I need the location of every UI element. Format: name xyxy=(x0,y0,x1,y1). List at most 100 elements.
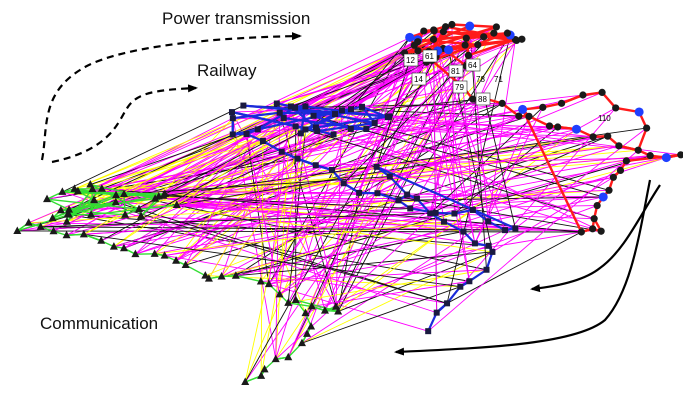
interlayer-link xyxy=(297,91,603,160)
power-node xyxy=(414,47,422,55)
communication-node xyxy=(56,205,65,214)
communication-node xyxy=(150,249,159,257)
communication-node xyxy=(121,210,130,218)
railway-node xyxy=(348,106,355,113)
interlayer-link xyxy=(290,106,339,312)
railway-edge xyxy=(313,114,352,130)
node-tag-81: 81 xyxy=(448,64,464,78)
communication-node xyxy=(271,354,280,363)
railway-node xyxy=(373,163,380,170)
railway-edge xyxy=(377,192,399,202)
power-node xyxy=(634,107,644,117)
communication-node xyxy=(301,308,310,317)
interlayer-link xyxy=(260,269,487,282)
power-node xyxy=(461,41,469,49)
interlayer-link xyxy=(268,183,345,285)
power-node xyxy=(474,41,482,49)
interlayer-link xyxy=(279,200,399,295)
railway-node xyxy=(292,104,299,111)
communication-node xyxy=(217,272,226,280)
interlayer-link xyxy=(331,115,530,171)
power-node xyxy=(515,112,523,120)
railway-node xyxy=(451,210,458,217)
railway-node xyxy=(441,218,448,225)
communication-node xyxy=(88,184,97,193)
communication-node xyxy=(97,184,106,192)
communication-node xyxy=(260,364,269,373)
interlayer-link xyxy=(83,233,461,288)
svg-text:12: 12 xyxy=(406,56,415,65)
communication-edge xyxy=(66,233,84,236)
svg-text:14: 14 xyxy=(414,75,423,84)
node-tag-79: 79 xyxy=(452,80,468,94)
railway-edge xyxy=(443,220,464,233)
railway-node xyxy=(395,197,402,204)
interlayer-link xyxy=(244,36,485,383)
interlayer-link xyxy=(387,115,530,118)
railway-node xyxy=(489,248,496,255)
railway-layer-label: Railway xyxy=(197,61,257,80)
interlayer-link xyxy=(361,86,464,108)
communication-node xyxy=(307,301,316,310)
railway-node xyxy=(483,266,490,273)
node-tag-88: 88 xyxy=(475,92,491,106)
interlayer-link xyxy=(429,107,544,214)
communication-node xyxy=(284,298,293,306)
power-node xyxy=(430,26,438,34)
interlayer-link xyxy=(154,154,681,255)
power-edge xyxy=(637,127,648,151)
railway-edge xyxy=(279,111,336,116)
railway-node xyxy=(302,126,309,133)
interlayer-link xyxy=(343,37,467,184)
interlayer-link xyxy=(430,135,608,214)
interlayer-link xyxy=(40,212,431,228)
interlayer-link xyxy=(176,133,334,206)
interlayer-link xyxy=(244,26,446,383)
interlayer-link xyxy=(283,29,434,119)
communication-node xyxy=(291,295,300,304)
power-node xyxy=(464,51,473,59)
communication-node xyxy=(284,352,293,361)
railway-node xyxy=(359,103,366,110)
interlayer-link xyxy=(484,98,516,229)
communication-node xyxy=(48,213,57,222)
railway-edge xyxy=(454,208,474,215)
power-node xyxy=(579,91,587,99)
power-node xyxy=(469,95,477,103)
communication-edge xyxy=(17,213,70,232)
communication-node xyxy=(303,329,312,337)
interlayer-link xyxy=(410,205,598,209)
power-node xyxy=(590,215,598,223)
interlayer-link xyxy=(374,122,639,151)
node-tag-110: 110 xyxy=(598,114,611,123)
railway-node xyxy=(457,283,464,290)
power-node xyxy=(444,45,454,55)
power-node xyxy=(571,124,581,134)
railway-node xyxy=(433,309,440,316)
interlayer-link xyxy=(77,126,296,192)
communication-node xyxy=(43,194,52,203)
power-node xyxy=(609,173,617,181)
node-tag-64: 64 xyxy=(465,58,481,72)
railway-node xyxy=(502,227,509,234)
interlayer-link xyxy=(123,193,582,233)
railway-node xyxy=(485,242,492,249)
railway-node xyxy=(228,109,235,116)
interlayer-link xyxy=(67,41,419,215)
interlayer-link xyxy=(294,52,405,109)
railway-node xyxy=(294,155,301,162)
interlayer-link xyxy=(287,166,378,358)
railway-node xyxy=(340,180,347,187)
power-layer-nodes xyxy=(400,20,683,236)
communication-node xyxy=(135,204,144,213)
railway-node xyxy=(297,130,304,137)
power-node xyxy=(518,35,526,43)
power-node xyxy=(598,88,606,97)
power-node xyxy=(498,99,506,107)
power-node xyxy=(439,28,448,36)
power-node xyxy=(616,166,625,175)
railway-layer-nodes xyxy=(228,100,519,335)
railway-node xyxy=(512,225,519,232)
interlayer-link xyxy=(185,49,449,266)
railway-node xyxy=(485,218,492,225)
